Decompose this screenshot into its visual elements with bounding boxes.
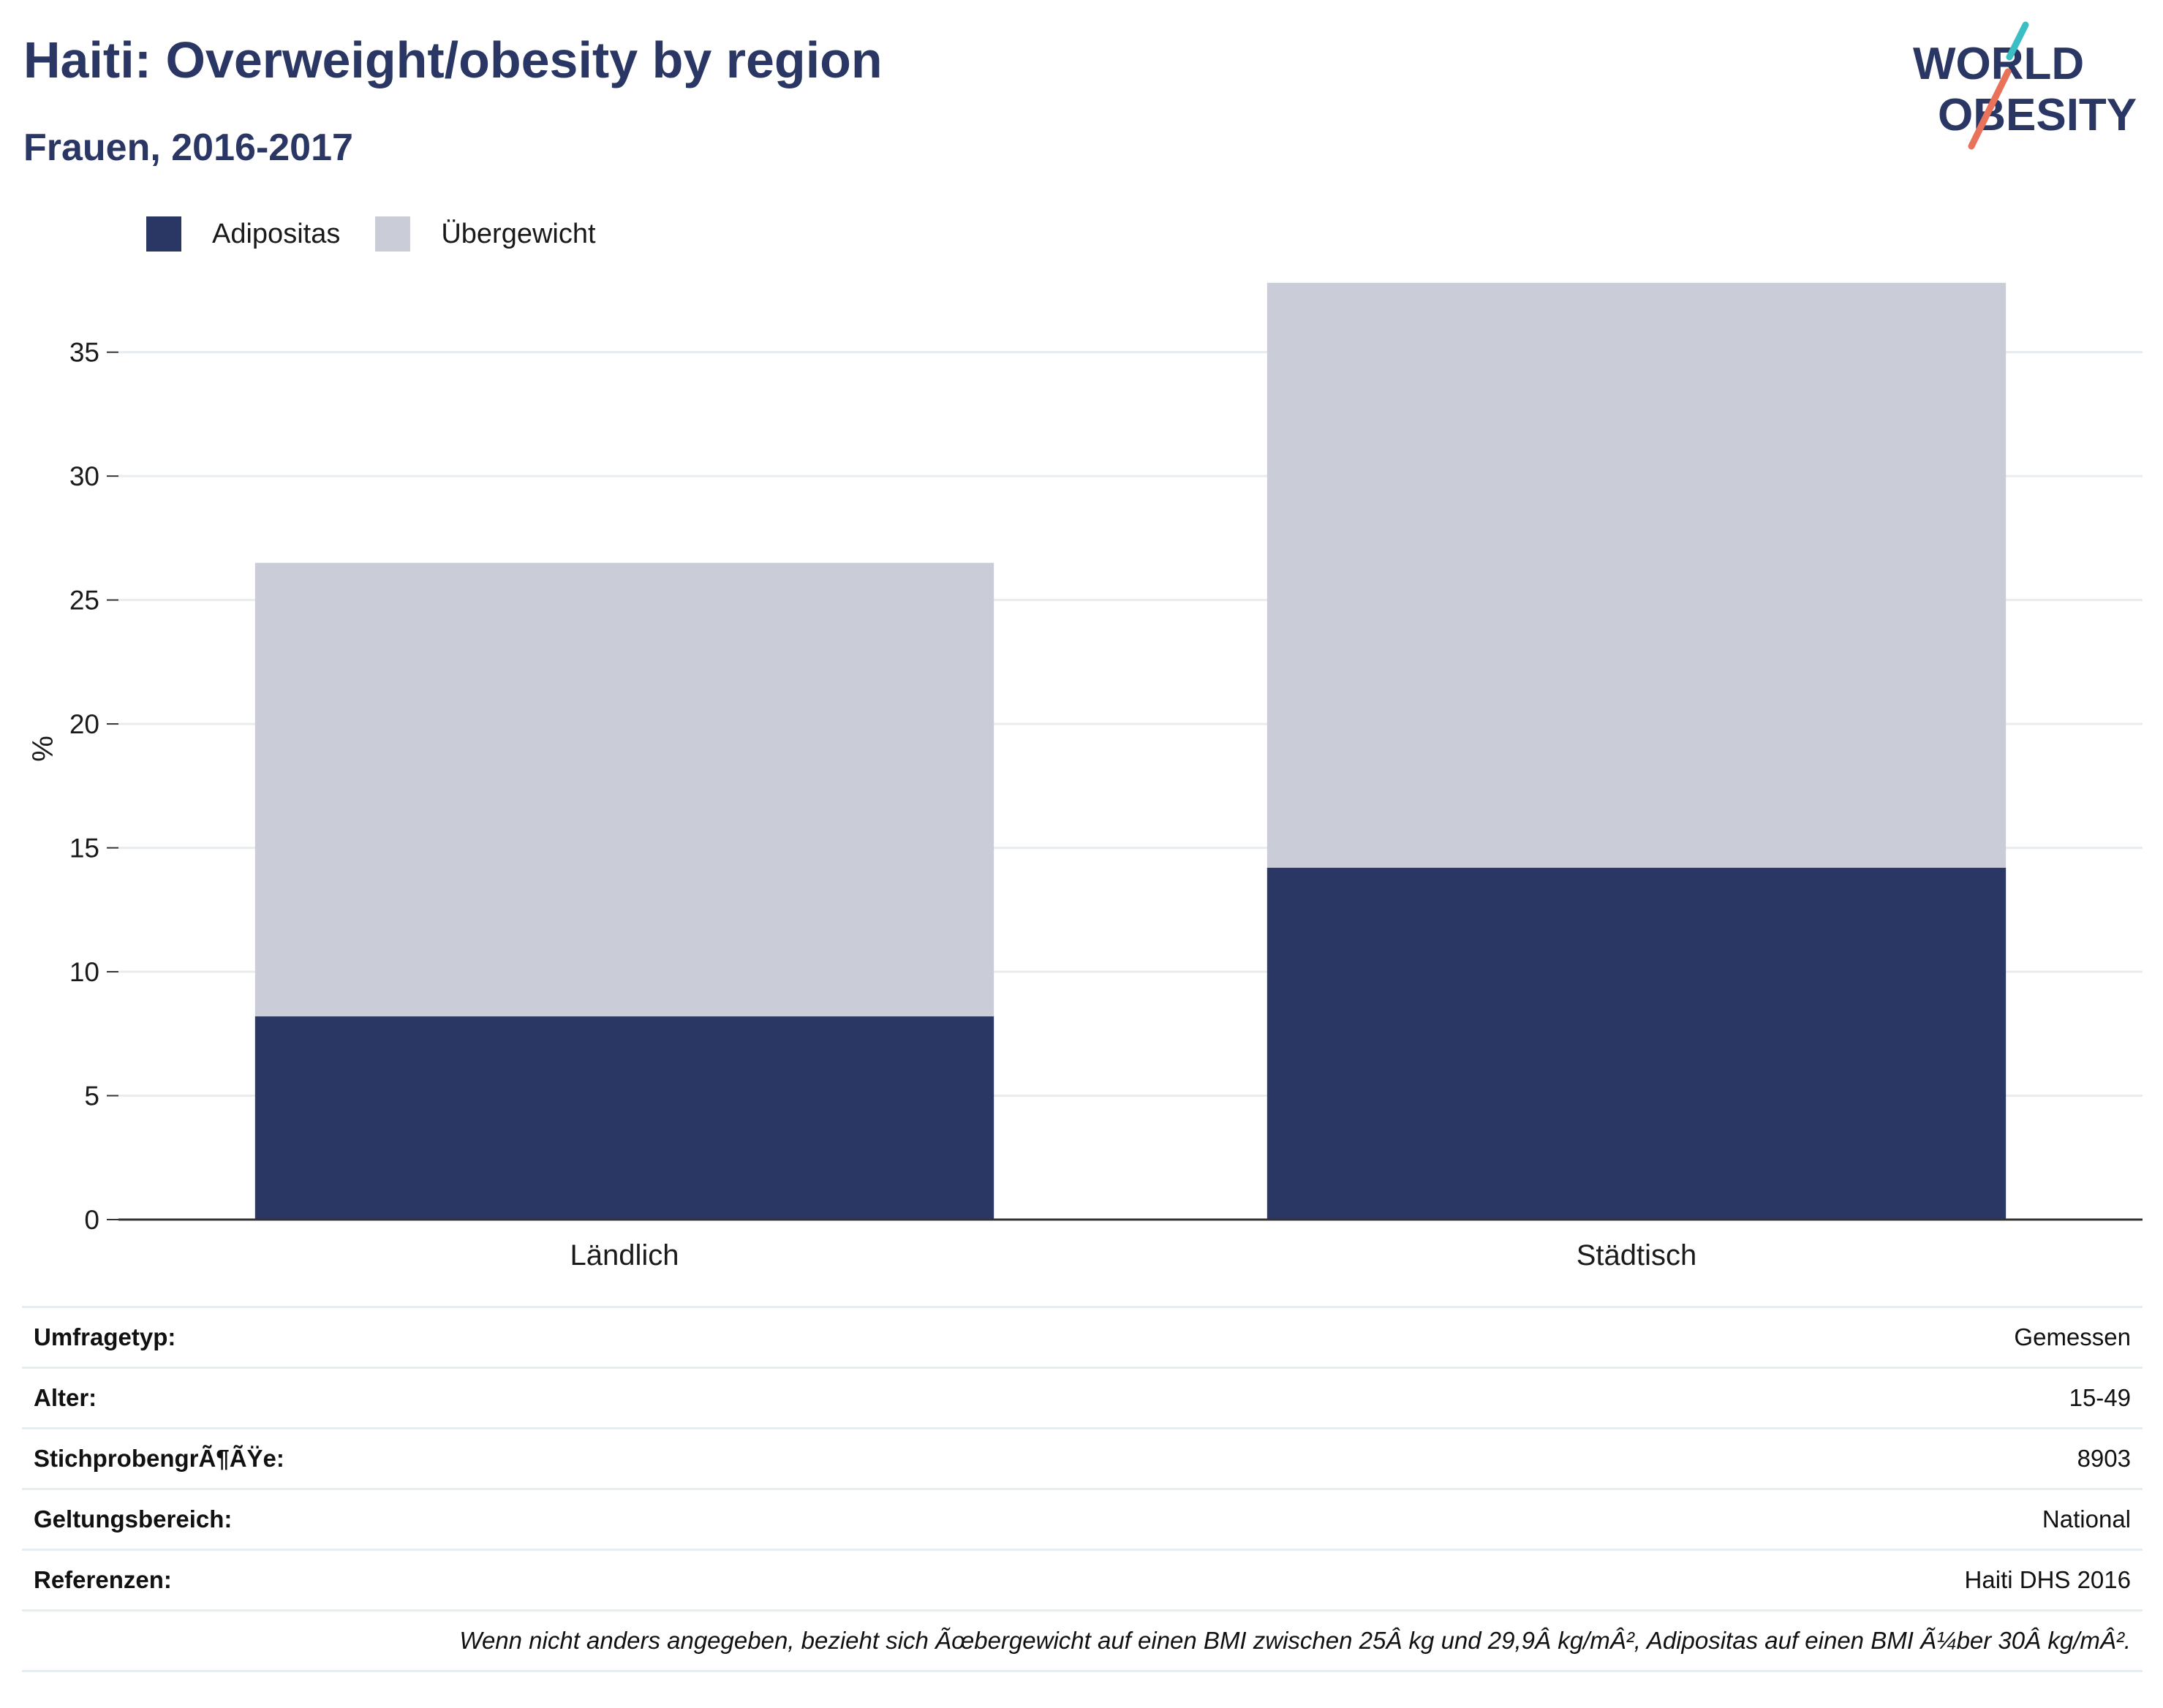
y-tick-label: 5 [84,1081,99,1111]
info-label: Umfragetyp: [34,1323,176,1350]
info-value: 15-49 [2069,1384,2131,1411]
info-label: Alter: [34,1384,97,1411]
legend-label-obesity: Adipositas [212,218,341,249]
y-tick-label: 20 [69,709,99,739]
x-tick-label: Städtisch [1577,1239,1697,1271]
page-title: Haiti: Overweight/obesity by region [23,31,883,88]
info-value: National [2042,1505,2131,1533]
legend-swatch-obesity [146,216,181,252]
stacked-bar-chart: 0 5 10 15 20 25 30 35% Ländlich Städtisch [27,282,2143,1271]
bar-overweight-0 [254,562,994,1017]
info-row-sample-size: StichprobengrÃ¶ÃŸe: 8903 [22,1429,2143,1490]
y-tick-label: 35 [69,338,99,368]
logo-slash-coral [1968,68,2012,150]
legend-item-overweight: Übergewicht [375,216,596,252]
info-label: Geltungsbereich: [34,1505,233,1533]
info-row-age: Alter: 15-49 [22,1369,2143,1429]
logo-line-1: WORLD [1913,39,2084,89]
y-tick-label: 25 [69,586,99,616]
y-axis-label: % [27,736,59,762]
x-tick-label: Ländlich [570,1239,679,1271]
bar-overweight-1 [1267,282,2007,868]
y-tick-label: 30 [69,461,99,491]
page-subtitle: Frauen, 2016-2017 [23,126,353,169]
world-obesity-logo: WORLD OBESITY [1913,21,2137,150]
info-value: Haiti DHS 2016 [1964,1566,2131,1593]
info-value: Gemessen [2014,1323,2131,1350]
bar-obesity-1 [1267,867,2007,1220]
legend-label-overweight: Übergewicht [441,218,596,249]
legend-item-obesity: Adipositas [146,216,340,252]
legend: Adipositas Übergewicht [146,214,631,254]
y-tick-label: 0 [84,1205,99,1235]
logo-line-2: OBESITY [1938,90,2137,140]
bar-obesity-0 [254,1016,994,1220]
logo-slash-teal [2006,21,2029,61]
info-label: Referenzen: [34,1566,172,1593]
info-row-coverage: Geltungsbereich: National [22,1490,2143,1551]
info-row-survey-type: Umfragetyp: Gemessen [22,1308,2143,1369]
legend-swatch-overweight [375,216,411,252]
info-row-references: Referenzen: Haiti DHS 2016 [22,1551,2143,1611]
info-label: StichprobengrÃ¶ÃŸe: [34,1445,284,1472]
survey-info-table: Umfragetyp: Gemessen Alter: 15-49 Stichp… [22,1306,2143,1672]
info-value: 8903 [2077,1445,2131,1472]
y-tick-label: 10 [69,957,99,987]
bmi-definition-note: Wenn nicht anders angegeben, bezieht sic… [22,1611,2143,1672]
y-tick-label: 15 [69,834,99,864]
